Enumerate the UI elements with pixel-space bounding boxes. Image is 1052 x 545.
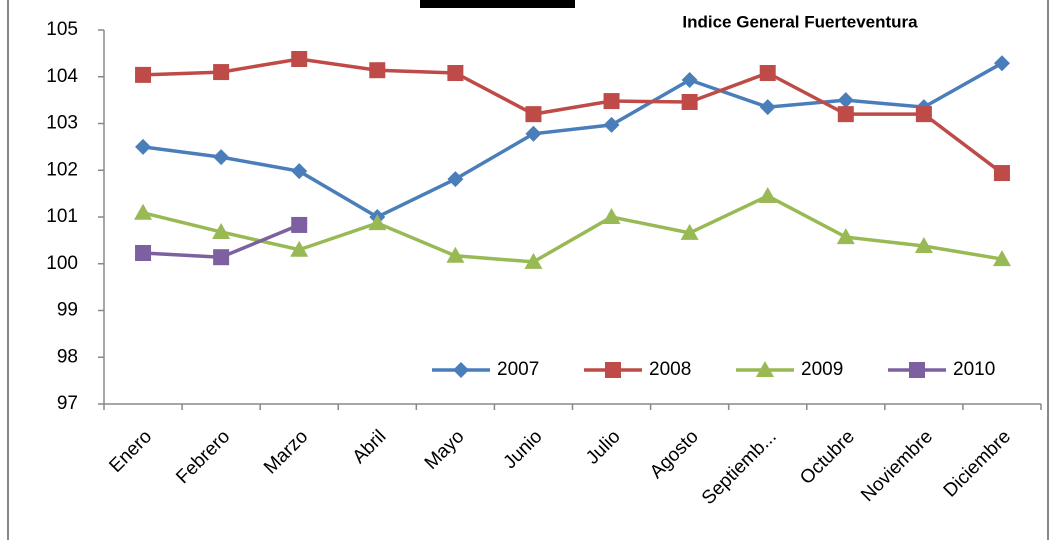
point [681,72,698,89]
point [837,92,854,109]
point [992,250,1011,267]
point [369,62,386,79]
point [212,222,231,239]
y-tick-label: 102 [46,159,78,180]
series-line [142,194,1003,264]
point [681,93,698,110]
point [680,223,699,240]
y-tick-label: 103 [46,113,78,134]
legend-marker [909,362,925,378]
series-line [142,57,1004,175]
point [447,171,464,188]
point [759,65,776,82]
legend-marker [453,362,469,378]
point [446,246,465,263]
point [603,116,620,133]
point [134,203,153,220]
y-tick-label: 97 [57,393,78,414]
y-tick-label: 100 [46,253,78,274]
point [135,66,152,83]
y-tick-label: 99 [57,300,78,321]
point [525,125,542,142]
point [524,252,543,269]
point [993,165,1010,182]
point [213,249,230,266]
legend-marker [756,361,774,377]
y-tick-label: 104 [46,66,78,87]
point [836,228,855,245]
y-tick-label: 105 [46,19,78,40]
point [291,50,308,67]
point [915,106,932,123]
point [759,99,776,116]
point [135,138,152,155]
point [603,93,620,110]
point [368,214,387,231]
y-tick-label: 101 [46,206,78,227]
point [914,236,933,253]
point [213,64,230,81]
point [525,106,542,123]
point [993,55,1010,72]
point [213,149,230,166]
y-tick-label: 98 [57,346,78,367]
legend-label: 2008 [649,359,691,380]
point [447,65,464,82]
legend-label: 2009 [801,359,843,380]
point [758,186,777,203]
legend-label: 2007 [497,359,539,380]
point [291,216,308,233]
point [135,244,152,261]
top-bar [420,0,575,8]
point [602,208,621,224]
point [290,240,309,257]
point [837,106,854,123]
series-line [142,61,1003,219]
chart-title: Indice General Fuerteventura [682,12,918,31]
point [291,163,308,180]
legend-marker [605,362,621,378]
legend-label: 2010 [953,359,995,380]
